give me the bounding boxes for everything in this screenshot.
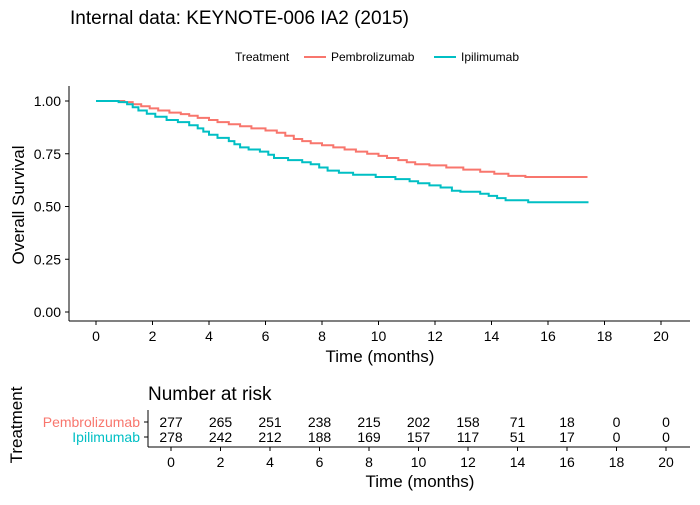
risk-count-cell: 277 — [159, 414, 183, 430]
risk-count-cell: 157 — [407, 429, 431, 445]
risk-count-cell: 278 — [159, 429, 183, 445]
x-tick-label: 14 — [484, 328, 500, 344]
survival-curves — [96, 100, 589, 204]
risk-count-cell: 71 — [510, 414, 526, 430]
risk-x-tick-label: 8 — [365, 454, 373, 470]
risk-row-label-ipilimumab: Ipilimumab — [72, 429, 140, 445]
risk-x-tick-label: 6 — [316, 454, 324, 470]
x-tick-label: 6 — [262, 328, 270, 344]
x-tick-label: 18 — [597, 328, 613, 344]
risk-count-cell: 242 — [209, 429, 233, 445]
y-tick-label: 1.00 — [34, 93, 61, 109]
survival-curve-pembrolizumab — [96, 100, 588, 178]
risk-count-cell: 17 — [559, 429, 575, 445]
legend: Treatment Pembrolizumab Ipilimumab — [235, 50, 519, 64]
risk-count-cell: 251 — [258, 414, 282, 430]
risk-count-cell: 0 — [662, 414, 670, 430]
x-tick-label: 4 — [205, 328, 213, 344]
chart-title: Internal data: KEYNOTE-006 IA2 (2015) — [70, 8, 409, 29]
risk-count-cell: 158 — [456, 414, 480, 430]
risk-count-cell: 215 — [357, 414, 381, 430]
y-tick-label: 0.25 — [34, 251, 61, 267]
risk-count-cell: 265 — [209, 414, 233, 430]
risk-table-x-axis-label: Time (months) — [366, 472, 475, 491]
risk-x-tick-label: 12 — [460, 454, 476, 470]
risk-count-cell: 238 — [308, 414, 332, 430]
risk-table-title: Number at risk — [148, 384, 272, 405]
risk-x-tick-label: 10 — [411, 454, 427, 470]
risk-x-tick-label: 4 — [266, 454, 274, 470]
legend-label-pembrolizumab: Pembrolizumab — [331, 50, 415, 64]
x-tick-label: 20 — [653, 328, 669, 344]
legend-label-ipilimumab: Ipilimumab — [461, 50, 519, 64]
risk-x-tick-label: 2 — [217, 454, 225, 470]
risk-x-tick-label: 0 — [167, 454, 175, 470]
x-tick-label: 0 — [92, 328, 100, 344]
risk-count-cell: 117 — [457, 429, 480, 445]
km-plot-panel: 0.00 0.25 0.50 0.75 1.00 0 2 4 6 8 10 12 14 16 18 20 O… — [9, 86, 690, 366]
risk-x-tick-label: 20 — [658, 454, 674, 470]
y-tick-label: 0.75 — [34, 146, 61, 162]
x-tick-label: 16 — [540, 328, 556, 344]
x-tick-label: 12 — [427, 328, 443, 344]
risk-x-tick-label: 14 — [510, 454, 526, 470]
risk-x-tick-label: 16 — [559, 454, 575, 470]
risk-count-cell: 202 — [407, 414, 431, 430]
survival-curve-ipilimumab — [96, 100, 589, 204]
x-tick-label: 10 — [371, 328, 387, 344]
x-tick-label: 8 — [318, 328, 326, 344]
risk-count-cell: 212 — [258, 429, 282, 445]
risk-x-tick-label: 18 — [609, 454, 625, 470]
risk-count-cell: 51 — [510, 429, 526, 445]
y-axis-ticks: 0.00 0.25 0.50 0.75 1.00 — [34, 93, 69, 320]
risk-table-rows: Pembrolizumab 277 265 251 238 215 202 158 71 18 0 0… — [43, 414, 670, 445]
risk-table: Number at risk Treatment Pembrolizumab 27… — [7, 384, 690, 491]
x-tick-label: 2 — [149, 328, 157, 344]
risk-count-cell: 0 — [613, 414, 621, 430]
legend-title: Treatment — [235, 50, 290, 64]
risk-table-x-ticks: 0 2 4 6 8 10 12 14 16 18 20 — [167, 447, 674, 470]
risk-count-cell: 0 — [613, 429, 621, 445]
risk-row-label-pembrolizumab: Pembrolizumab — [43, 414, 140, 430]
risk-count-cell: 18 — [559, 414, 575, 430]
risk-count-cell: 0 — [662, 429, 670, 445]
risk-count-cell: 169 — [357, 429, 381, 445]
x-axis-ticks: 0 2 4 6 8 10 12 14 16 18 20 — [92, 321, 669, 344]
x-axis-label: Time (months) — [326, 347, 435, 366]
risk-count-cell: 188 — [308, 429, 332, 445]
y-axis-label: Overall Survival — [9, 145, 28, 264]
y-tick-label: 0.00 — [34, 304, 61, 320]
y-tick-label: 0.50 — [34, 199, 61, 215]
risk-table-row-axis-label: Treatment — [7, 386, 26, 463]
